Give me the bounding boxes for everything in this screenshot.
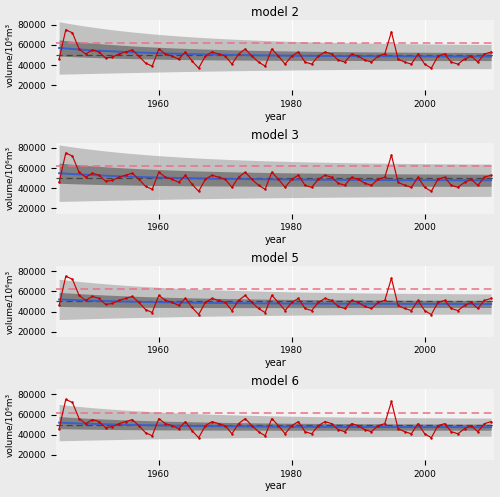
- Title: model 6: model 6: [251, 375, 299, 388]
- Title: model 3: model 3: [251, 129, 299, 142]
- Y-axis label: volume/10⁶m³: volume/10⁶m³: [6, 393, 15, 457]
- X-axis label: year: year: [264, 112, 286, 122]
- Title: model 2: model 2: [251, 5, 299, 18]
- X-axis label: year: year: [264, 482, 286, 492]
- X-axis label: year: year: [264, 235, 286, 245]
- Y-axis label: volume/10⁶m³: volume/10⁶m³: [6, 146, 15, 210]
- X-axis label: year: year: [264, 358, 286, 368]
- Y-axis label: volume/10⁶m³: volume/10⁶m³: [6, 269, 15, 333]
- Y-axis label: volume/10⁶m³: volume/10⁶m³: [6, 23, 15, 87]
- Title: model 5: model 5: [251, 252, 299, 265]
